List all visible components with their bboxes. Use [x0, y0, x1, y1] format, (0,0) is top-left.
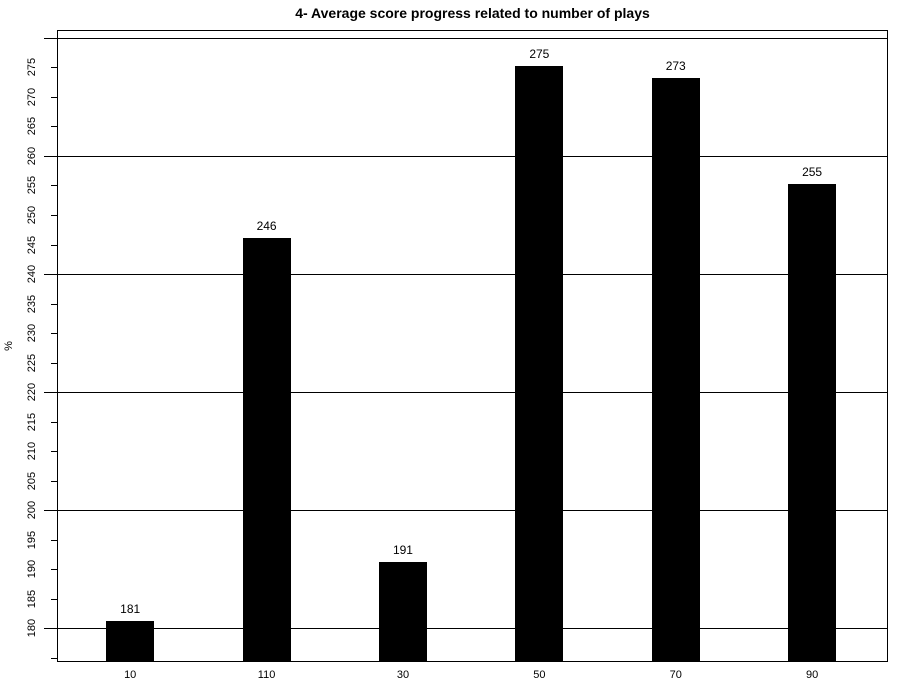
- y-tick-200: [44, 510, 57, 512]
- x-tick-label-90: 90: [805, 669, 819, 681]
- bar-70: [651, 78, 700, 661]
- y-tick-210: [51, 451, 57, 453]
- y-tick-175: [51, 657, 57, 659]
- bar-value-label: 273: [665, 59, 686, 74]
- y-tick-215: [51, 421, 57, 423]
- bar-90: [788, 184, 837, 661]
- y-tick-265: [51, 126, 57, 128]
- bar-value-label: 246: [256, 218, 277, 233]
- bar-50: [515, 66, 564, 661]
- plot-area: 181 246 191 275 273 255: [57, 30, 888, 662]
- bar-value-label: 275: [529, 47, 550, 62]
- y-tick-270: [51, 96, 57, 98]
- y-tick-190: [51, 569, 57, 571]
- y-tick-280: [44, 37, 57, 39]
- y-tick-180: [44, 628, 57, 630]
- gridline-280: [58, 37, 887, 39]
- y-tick-250: [51, 214, 57, 216]
- y-tick-205: [51, 480, 57, 482]
- y-tick-235: [51, 303, 57, 305]
- gridline-180: [58, 628, 887, 630]
- y-tick-260: [44, 155, 57, 157]
- y-tick-225: [51, 362, 57, 364]
- y-tick-230: [51, 333, 57, 335]
- bar-30: [378, 562, 427, 661]
- x-tick-label-50: 50: [533, 669, 546, 681]
- gridline-240: [58, 274, 887, 276]
- y-tick-220: [44, 392, 57, 394]
- x-tick-label-110: 110: [257, 669, 276, 681]
- chart-title: 4- Average score progress related to num…: [295, 5, 650, 21]
- y-axis-label: %: [3, 341, 15, 351]
- y-tick-255: [51, 185, 57, 187]
- x-tick-label-10: 10: [124, 669, 137, 681]
- gridline-220: [58, 392, 887, 394]
- x-tick-label-70: 70: [669, 669, 682, 681]
- y-tick-185: [51, 598, 57, 600]
- y-tick-240: [44, 274, 57, 276]
- y-tick-275: [51, 67, 57, 69]
- bar-110: [242, 237, 291, 661]
- bar-10: [106, 621, 155, 661]
- y-tick-label-275: 275: [26, 58, 38, 77]
- gridline-260: [58, 155, 887, 157]
- x-tick-label-30: 30: [396, 669, 410, 681]
- bar-value-label: 255: [802, 165, 823, 180]
- gridline-200: [58, 510, 887, 512]
- y-tick-195: [51, 539, 57, 541]
- bar-value-label: 191: [392, 543, 413, 558]
- y-tick-245: [51, 244, 57, 246]
- bar-value-label: 181: [120, 602, 141, 617]
